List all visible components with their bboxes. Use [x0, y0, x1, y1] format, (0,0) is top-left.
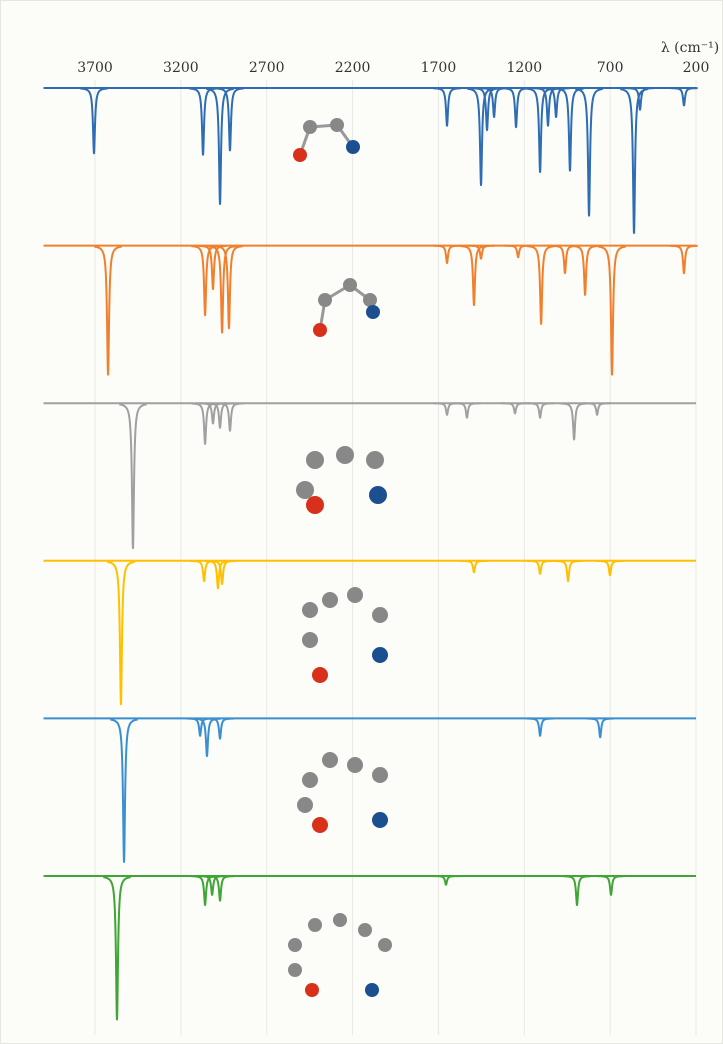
x-tick-label: 1200 [506, 60, 542, 76]
chart: λ (cm⁻¹) 3700 3200 2700 2200 1700 1200 700 200 [0, 0, 723, 1044]
x-tick-label: 2700 [249, 60, 285, 76]
background [1, 1, 723, 1044]
x-tick-label: 2200 [335, 60, 371, 76]
x-tick-label: 3200 [163, 60, 199, 76]
x-tick-label: 3700 [77, 60, 113, 76]
x-tick-label: 1700 [421, 60, 457, 76]
x-tick-label: 700 [597, 60, 624, 76]
x-axis-label: λ (cm⁻¹) [661, 40, 719, 56]
x-tick-label: 200 [683, 60, 710, 76]
